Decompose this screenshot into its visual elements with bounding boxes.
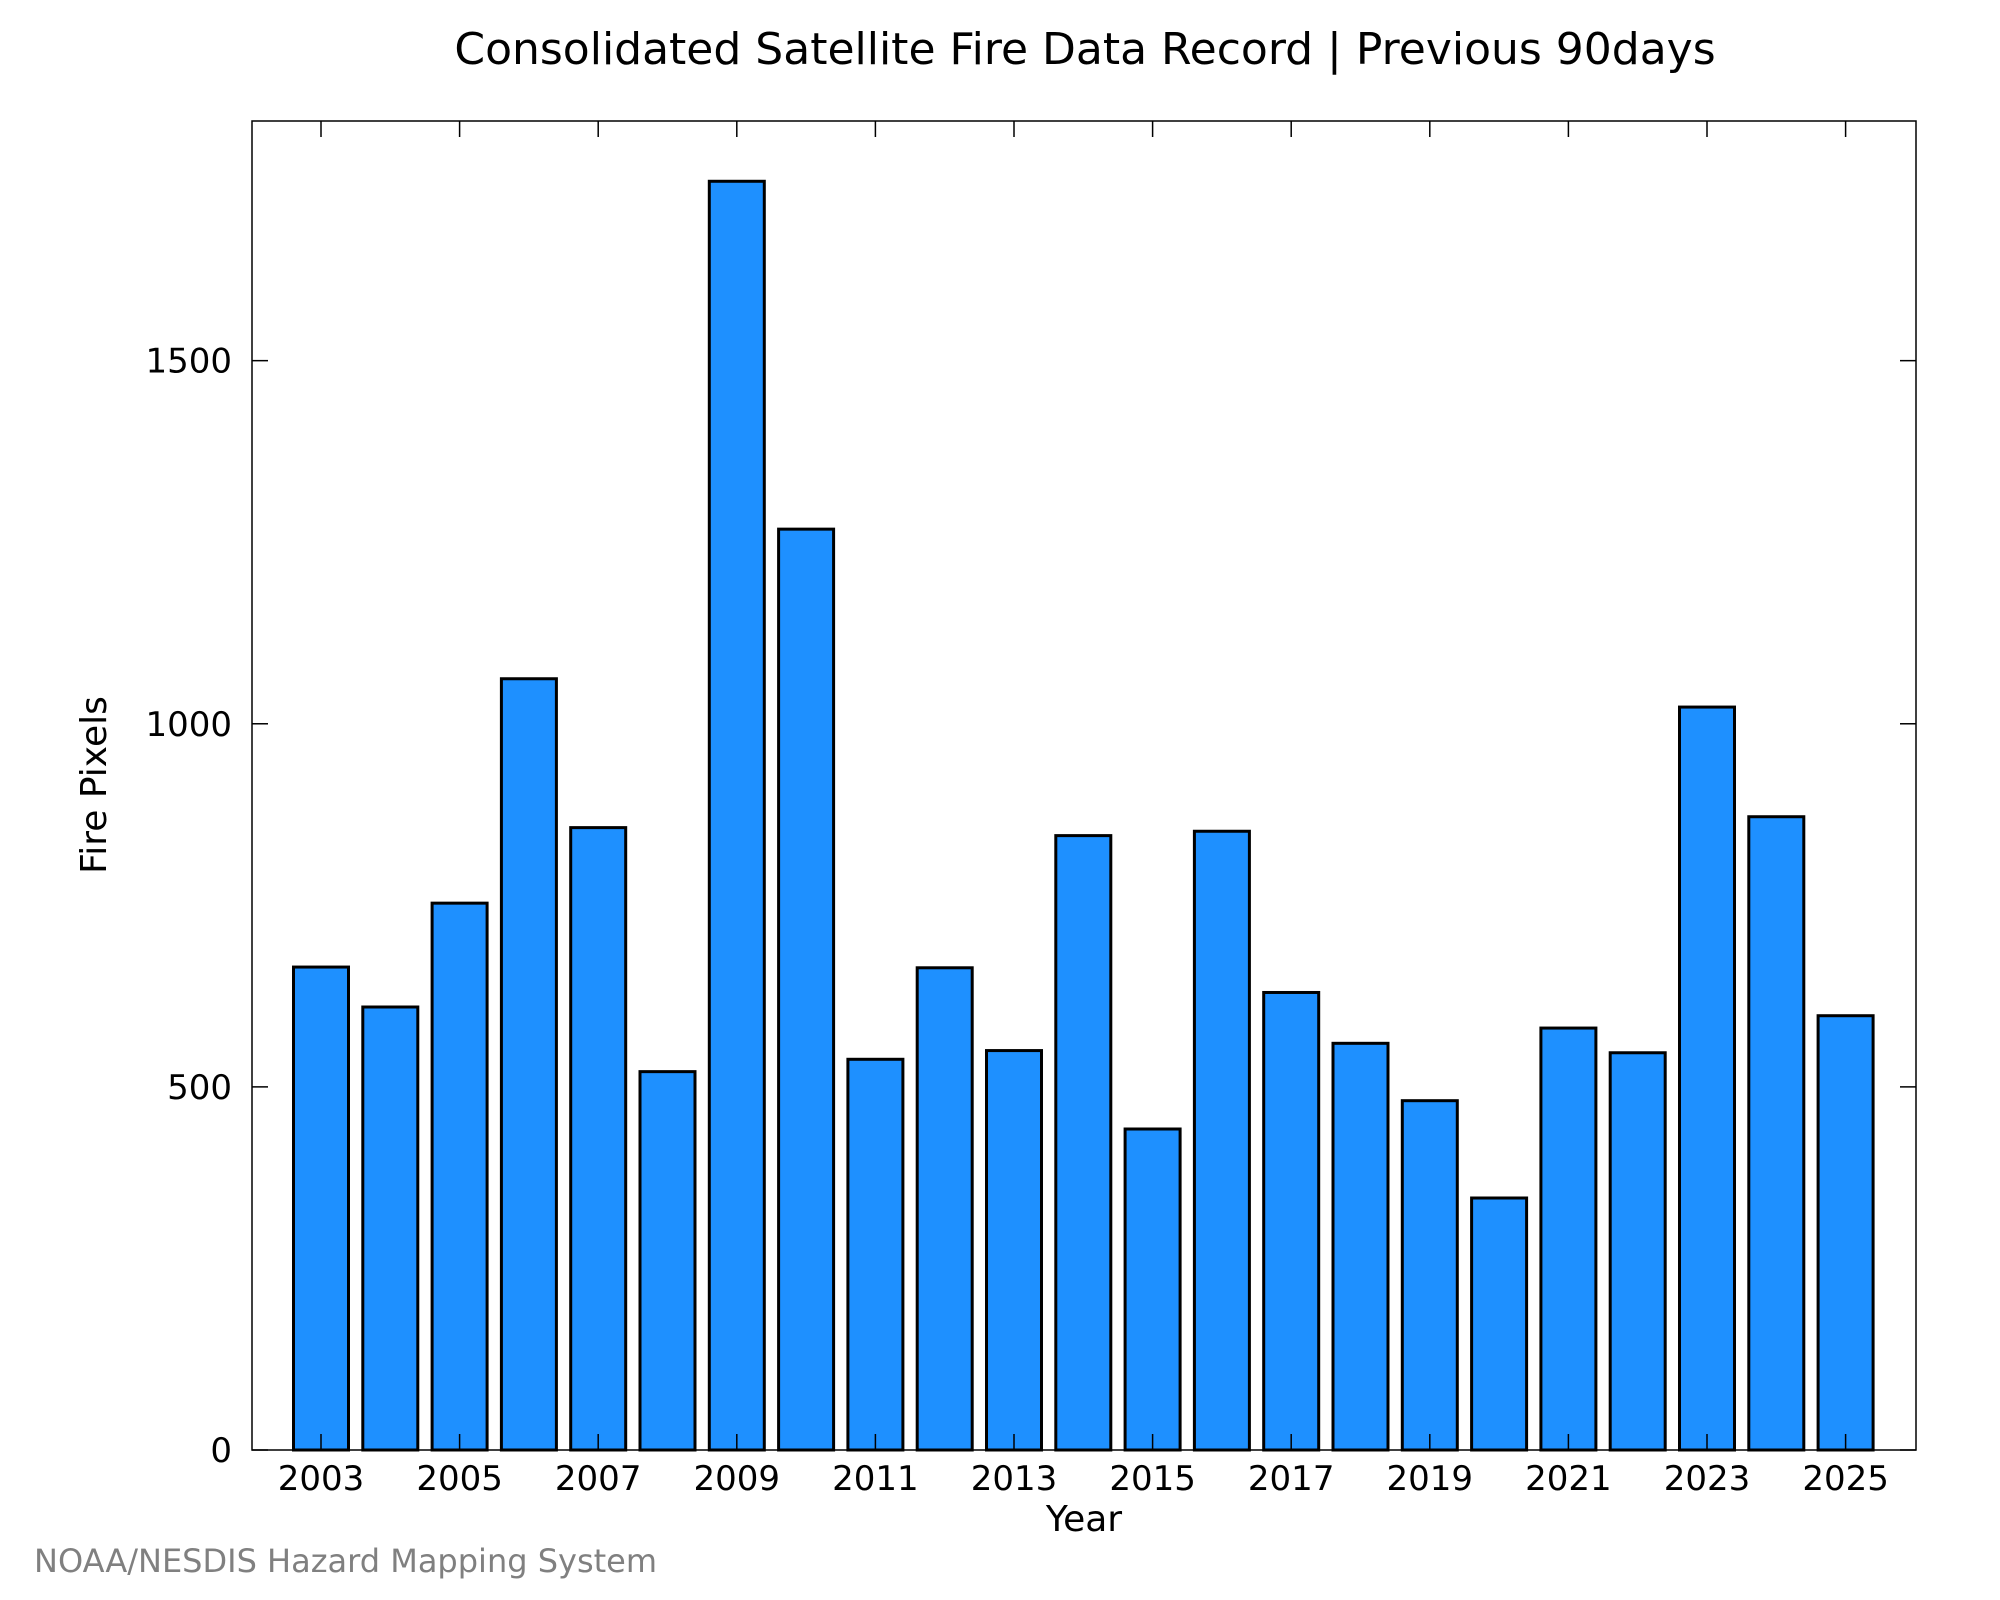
credit-text: NOAA/NESDIS Hazard Mapping System: [34, 1542, 657, 1580]
x-tick-label-2015: 2015: [1109, 1459, 1196, 1499]
bar-2012: [915, 966, 974, 1452]
bar-2019: [1400, 1099, 1459, 1452]
bar-2004: [361, 1005, 420, 1452]
bar-2025: [1816, 1014, 1875, 1452]
bar-2006: [499, 677, 558, 1452]
bar-2020: [1470, 1196, 1529, 1452]
x-axis-label: Year: [1045, 1499, 1122, 1540]
bar-2024: [1747, 815, 1806, 1452]
bar-2021: [1539, 1026, 1598, 1452]
bar-2007: [569, 826, 628, 1452]
x-tick-label-2007: 2007: [555, 1459, 642, 1499]
chart-title: Consolidated Satellite Fire Data Record …: [454, 24, 1715, 75]
x-tick-label-2013: 2013: [971, 1459, 1058, 1499]
x-tick-label-2005: 2005: [416, 1459, 503, 1499]
bar-2023: [1678, 705, 1736, 1452]
bar-2005: [430, 901, 489, 1452]
x-tick-label-2023: 2023: [1664, 1459, 1751, 1499]
bar-2010: [777, 527, 836, 1452]
bar-2013: [985, 1049, 1043, 1452]
x-tick-label-2019: 2019: [1387, 1459, 1474, 1499]
x-tick-label-2009: 2009: [694, 1459, 781, 1499]
bar-series: [292, 179, 1875, 1452]
y-tick-label-0: 0: [210, 1431, 232, 1471]
plot-frame: [251, 120, 1917, 1451]
x-tick-label-2021: 2021: [1525, 1459, 1612, 1499]
bar-2003: [292, 965, 350, 1452]
x-tick-label-2011: 2011: [832, 1459, 919, 1499]
bar-2011: [846, 1057, 905, 1452]
bar-2022: [1608, 1051, 1667, 1452]
y-tick-labels: 0 500 1000 1500: [145, 342, 232, 1471]
bar-2018: [1331, 1041, 1390, 1452]
bar-2014: [1054, 834, 1113, 1452]
bar-2017: [1262, 990, 1321, 1452]
bar-2015: [1123, 1127, 1182, 1452]
y-tick-label-500: 500: [167, 1068, 232, 1108]
y-axis-label: Fire Pixels: [74, 696, 115, 874]
y-tick-label-1000: 1000: [145, 705, 232, 745]
x-tick-label-2017: 2017: [1248, 1459, 1335, 1499]
bar-2009: [707, 179, 766, 1452]
bar-2016: [1192, 829, 1251, 1452]
bar-2008: [638, 1070, 697, 1452]
x-tick-label-2025: 2025: [1802, 1459, 1889, 1499]
y-tick-label-1500: 1500: [145, 342, 232, 382]
x-tick-label-2003: 2003: [278, 1459, 365, 1499]
x-tick-labels: 2003 2005 2007 2009 2011 2013 2015 2017 2019 2021…: [278, 1459, 1889, 1499]
